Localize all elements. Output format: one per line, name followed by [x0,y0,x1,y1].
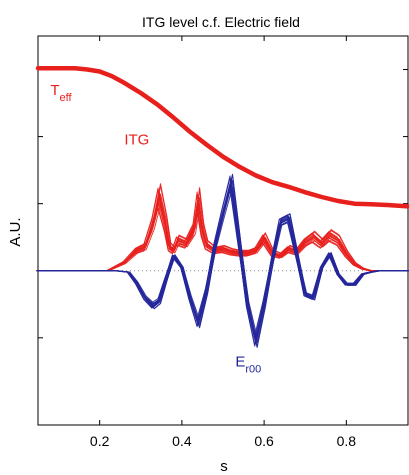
series-line [36,208,408,272]
annotation-label: Teff [50,82,72,104]
x-axis-label: s [220,458,228,475]
x-tick-label: 0.8 [337,433,357,449]
plot-frame [37,35,409,426]
x-tick-label: 0.4 [172,433,192,449]
x-tick-label: 0.2 [90,433,110,449]
series-e-r00 [36,173,409,348]
series-line [36,206,408,272]
series-t-eff [35,65,409,209]
annotation-base: ITG [124,132,149,149]
annotation-layer: Teff ITG Er00 [50,82,261,376]
series-line [35,65,409,209]
series-itg [36,183,409,272]
series-layer [35,65,409,348]
annotation-label: Er00 [235,354,261,376]
series-line [37,196,409,272]
series-line [37,191,409,272]
chart-title: ITG level c.f. Electric field [142,14,300,30]
series-line [38,183,409,272]
y-axis-label: A.U. [7,217,24,246]
series-line [37,181,409,342]
annotation-subscript: r00 [245,364,261,376]
plot-area [37,35,409,426]
annotation-base: T [50,82,59,99]
x-tick-label: 0.6 [254,433,274,449]
annotation-label: ITG [124,132,149,149]
annotation-base: E [235,354,245,371]
series-line [37,201,409,272]
annotation-subscript: eff [60,92,73,104]
x-ticks: 0.2 0.4 0.6 0.8 [90,36,356,449]
